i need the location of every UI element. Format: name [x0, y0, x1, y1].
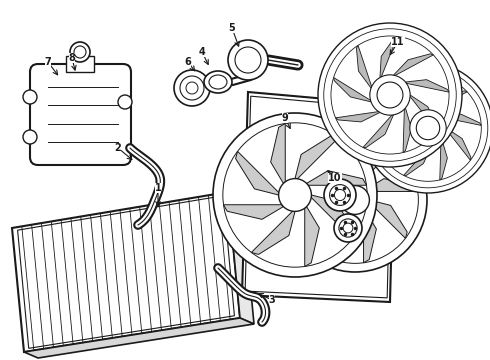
Ellipse shape	[204, 71, 232, 93]
Circle shape	[318, 23, 462, 167]
Polygon shape	[446, 128, 471, 160]
Polygon shape	[334, 137, 346, 190]
Circle shape	[213, 113, 377, 277]
Ellipse shape	[209, 75, 227, 89]
Circle shape	[416, 116, 440, 140]
Circle shape	[343, 223, 353, 233]
Polygon shape	[442, 114, 481, 125]
Circle shape	[23, 90, 37, 104]
Circle shape	[410, 110, 446, 146]
Polygon shape	[228, 192, 254, 324]
Bar	[66, 56, 94, 72]
Circle shape	[74, 46, 86, 58]
Polygon shape	[377, 112, 411, 134]
Polygon shape	[305, 207, 319, 266]
Circle shape	[368, 68, 488, 188]
Text: 7: 7	[45, 57, 51, 67]
Polygon shape	[311, 195, 354, 239]
Polygon shape	[431, 91, 467, 111]
Circle shape	[363, 63, 490, 193]
Polygon shape	[369, 200, 407, 238]
Polygon shape	[270, 123, 285, 183]
Circle shape	[324, 179, 356, 211]
Text: 8: 8	[69, 53, 75, 63]
Polygon shape	[336, 112, 380, 122]
Polygon shape	[251, 211, 295, 255]
Text: 6: 6	[185, 57, 192, 67]
Circle shape	[324, 29, 456, 161]
Polygon shape	[303, 162, 341, 200]
Circle shape	[174, 70, 210, 106]
Circle shape	[279, 179, 312, 211]
Text: 4: 4	[198, 47, 205, 57]
Circle shape	[118, 95, 132, 109]
Polygon shape	[363, 115, 393, 148]
Circle shape	[330, 185, 350, 206]
Circle shape	[375, 75, 481, 181]
Polygon shape	[379, 143, 419, 152]
Polygon shape	[24, 318, 254, 358]
Polygon shape	[419, 75, 435, 112]
Polygon shape	[292, 208, 345, 221]
Circle shape	[228, 40, 268, 80]
Polygon shape	[307, 171, 367, 185]
Polygon shape	[223, 205, 283, 219]
Text: 9: 9	[282, 113, 289, 123]
Polygon shape	[410, 95, 438, 131]
Circle shape	[377, 82, 403, 108]
Circle shape	[339, 219, 357, 237]
FancyBboxPatch shape	[30, 64, 131, 165]
Polygon shape	[365, 179, 418, 192]
Circle shape	[235, 47, 261, 73]
Circle shape	[334, 214, 362, 242]
Text: 11: 11	[391, 37, 405, 47]
Polygon shape	[12, 192, 240, 352]
Circle shape	[331, 36, 449, 154]
Polygon shape	[242, 92, 395, 302]
Polygon shape	[403, 108, 412, 153]
Polygon shape	[393, 54, 433, 76]
Circle shape	[283, 128, 427, 272]
Text: 5: 5	[229, 23, 235, 33]
Polygon shape	[405, 80, 449, 92]
Polygon shape	[236, 151, 279, 195]
Circle shape	[23, 130, 37, 144]
Polygon shape	[398, 83, 412, 122]
Circle shape	[370, 75, 410, 115]
Circle shape	[334, 189, 345, 201]
Text: 3: 3	[269, 295, 275, 305]
Circle shape	[341, 186, 369, 215]
Text: 1: 1	[155, 183, 161, 193]
Text: 10: 10	[328, 173, 342, 183]
Polygon shape	[317, 214, 355, 252]
Polygon shape	[380, 36, 397, 77]
Polygon shape	[356, 45, 372, 88]
Polygon shape	[440, 140, 447, 180]
Polygon shape	[404, 146, 431, 175]
Polygon shape	[355, 148, 393, 186]
Polygon shape	[334, 77, 371, 102]
Polygon shape	[295, 136, 339, 179]
Text: 2: 2	[115, 143, 122, 153]
Circle shape	[180, 76, 204, 100]
Polygon shape	[364, 210, 376, 263]
Circle shape	[186, 82, 198, 94]
Circle shape	[70, 42, 90, 62]
